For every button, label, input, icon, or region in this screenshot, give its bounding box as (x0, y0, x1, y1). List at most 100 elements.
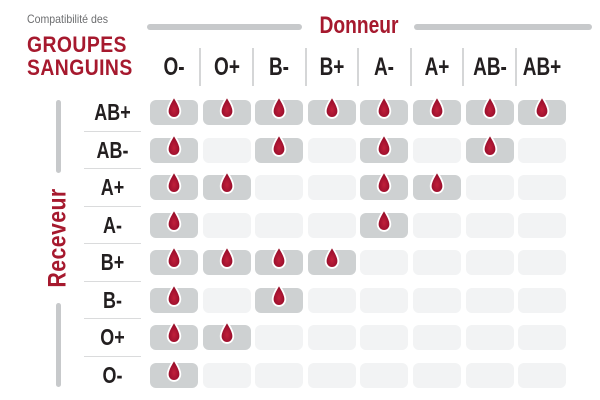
compatibility-cell-AB--from-A- (360, 138, 409, 163)
row-separator (84, 205, 141, 207)
compatibility-cell-O+-from-O- (150, 325, 198, 350)
receiver-row-label-AB-: AB- (96, 136, 129, 163)
compatibility-cell-O--from-O+ (202, 362, 251, 388)
compatibility-cell-B+-from-O- (150, 250, 198, 275)
blood-drop-icon (164, 319, 185, 346)
compatibility-cell-A+-from-A- (360, 175, 409, 200)
row-separator (84, 280, 141, 282)
blood-drop-icon (216, 169, 237, 196)
compatibility-cell-AB--from-O- (150, 138, 198, 163)
compatibility-cell-O+-from-A- (360, 325, 409, 350)
compatibility-cell-B+-from-AB- (465, 250, 514, 275)
donor-column-label-O-: O- (163, 52, 185, 81)
row-separator (84, 168, 141, 170)
donor-column-label-B-: B- (269, 52, 290, 81)
compatibility-cell-AB+-from-AB+ (518, 100, 567, 125)
donor-axis-label: Donneur (319, 12, 399, 39)
compatibility-cell-B+-from-O+ (202, 250, 251, 275)
title-line2: SANGUINS (27, 55, 133, 80)
compatibility-cell-AB--from-B- (255, 138, 304, 163)
receiver-axis-label: Receveur (43, 188, 72, 288)
blood-drop-icon (532, 94, 553, 121)
column-separator (462, 48, 465, 86)
compatibility-cell-O--from-B- (255, 362, 304, 388)
blood-drop-icon (427, 169, 448, 196)
compatibility-cell-B+-from-AB+ (518, 250, 567, 275)
blood-drop-icon (216, 244, 237, 271)
compatibility-cell-A--from-B+ (307, 212, 356, 238)
compatibility-cell-AB+-from-B- (255, 100, 304, 125)
compatibility-cell-B--from-O- (150, 288, 198, 313)
compatibility-cell-AB--from-A+ (413, 137, 461, 163)
compatibility-cell-AB+-from-O+ (202, 100, 251, 125)
blood-drop-icon (164, 94, 185, 121)
blood-drop-icon (479, 132, 500, 159)
compatibility-cell-A+-from-O- (150, 175, 198, 200)
blood-drop-icon (374, 207, 395, 234)
blood-drop-icon (374, 169, 395, 196)
blood-drop-icon (216, 94, 237, 121)
blood-drop-icon (321, 94, 342, 121)
compatibility-cell-O+-from-B+ (307, 325, 356, 350)
blood-drop-icon (269, 132, 290, 159)
donor-column-label-O+: O+ (213, 52, 240, 81)
compatibility-cell-O--from-A+ (413, 362, 461, 388)
blood-drop-icon (479, 94, 500, 121)
blood-drop-icon (164, 169, 185, 196)
column-separator (251, 48, 254, 86)
compatibility-cell-B+-from-B+ (307, 250, 356, 275)
blood-drop-icon (164, 282, 185, 309)
donor-rule-right (414, 23, 592, 30)
receiver-row-label-O+: O+ (100, 324, 125, 350)
compatibility-cell-A--from-AB- (465, 212, 514, 238)
compatibility-cell-B--from-O+ (202, 287, 251, 313)
compatibility-cell-A+-from-O+ (202, 175, 251, 200)
title-line1: GROUPES (27, 32, 127, 57)
blood-drop-icon (269, 94, 290, 121)
compatibility-cell-O+-from-O+ (202, 325, 251, 350)
donor-column-label-AB+: AB+ (522, 52, 562, 81)
receiver-row-label-A-: A- (103, 211, 122, 238)
blood-drop-icon (269, 282, 290, 309)
row-separator (84, 318, 141, 320)
blood-drop-icon (164, 207, 185, 234)
column-separator (409, 48, 412, 86)
compatibility-cell-O+-from-AB+ (518, 325, 567, 350)
compatibility-cell-O+-from-AB- (465, 325, 514, 350)
row-separator (84, 243, 141, 245)
chart-title: Compatibilité des GROUPES SANGUINS (27, 12, 147, 79)
compatibility-cell-O+-from-B- (255, 325, 304, 350)
compatibility-cell-B--from-A+ (413, 287, 461, 313)
title-eyebrow: Compatibilité des (27, 12, 109, 26)
compatibility-cell-AB+-from-A+ (413, 100, 461, 125)
receiver-row-label-AB+: AB+ (94, 99, 131, 125)
blood-drop-icon (321, 244, 342, 271)
column-separator (199, 48, 202, 86)
compatibility-cell-A--from-B- (255, 212, 304, 238)
receiver-rule-bottom (56, 303, 61, 387)
receiver-row-label-B+: B+ (100, 249, 125, 275)
row-separator (84, 130, 141, 132)
compatibility-cell-B--from-B- (255, 288, 304, 313)
column-separator (514, 48, 517, 86)
compatibility-cell-A+-from-AB- (465, 175, 514, 200)
compatibility-cell-O--from-A- (360, 362, 409, 388)
blood-drop-icon (427, 94, 448, 121)
compatibility-cell-AB+-from-A- (360, 100, 409, 125)
compatibility-cell-AB+-from-AB- (465, 100, 514, 125)
compatibility-cell-O--from-AB- (465, 362, 514, 388)
blood-drop-icon (164, 244, 185, 271)
compatibility-cell-A--from-O- (150, 213, 198, 238)
compatibility-cell-B+-from-B- (255, 250, 304, 275)
compatibility-cell-B--from-B+ (307, 287, 356, 313)
compatibility-cell-A+-from-B- (255, 175, 304, 200)
compatibility-cell-B--from-AB- (465, 287, 514, 313)
compatibility-cell-A--from-A- (360, 213, 409, 238)
receiver-row-label-A+: A+ (100, 174, 125, 200)
blood-drop-icon (269, 244, 290, 271)
compatibility-cell-AB--from-AB- (465, 138, 514, 163)
row-separator (84, 355, 141, 357)
compatibility-cell-AB+-from-B+ (307, 100, 356, 125)
compatibility-cell-A--from-AB+ (518, 212, 567, 238)
